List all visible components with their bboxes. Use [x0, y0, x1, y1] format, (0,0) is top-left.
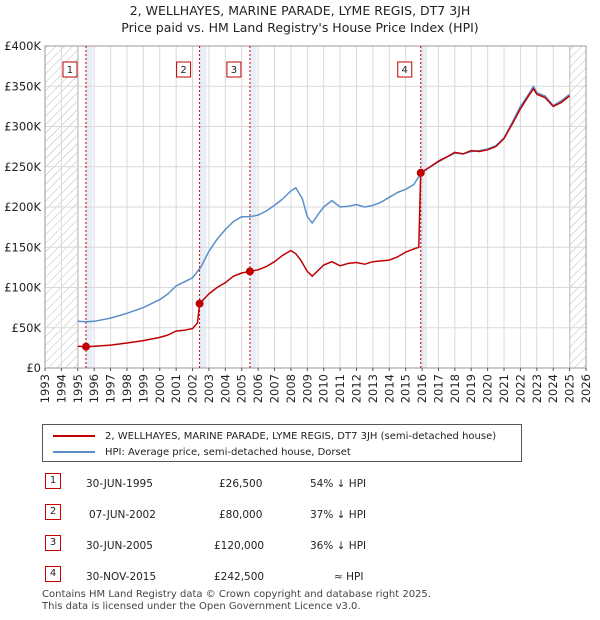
x-tick-label: 1996	[87, 374, 101, 403]
legend-item-property: 2, WELLHAYES, MARINE PARADE, LYME REGIS,…	[53, 428, 496, 444]
sales-table: 1 30-JUN-1995 £26,500 54% ↓ HPI 2 07-JUN…	[44, 470, 464, 594]
property-series-line	[77, 87, 571, 348]
sale-price: £120,000	[214, 540, 265, 552]
sale-label-box	[226, 61, 242, 78]
sale-row: 2 07-JUN-2002 £80,000 37% ↓ HPI	[44, 501, 464, 532]
sale-row: 4 30-NOV-2015 £242,500 ≈ HPI	[44, 563, 464, 594]
x-tick-label: 2015	[399, 374, 413, 403]
x-tick-label: 2018	[448, 374, 462, 403]
x-tick-label: 2010	[317, 374, 331, 403]
sale-label-number: 2	[180, 65, 186, 76]
sale-label-number: 3	[231, 65, 237, 76]
x-tick-label: 2016	[415, 374, 429, 403]
price-chart: £0 £50K £100K £150K £200K £250K £300K £350K £400…	[4, 39, 593, 403]
legend-swatch-red	[53, 435, 95, 437]
sale-number: 2	[45, 504, 61, 520]
x-tick-label: 2009	[300, 374, 314, 403]
x-tick-label: 1995	[71, 374, 85, 403]
sale-point	[416, 168, 425, 177]
y-tick-label: £150K	[4, 240, 41, 254]
sale-price: £80,000	[219, 509, 263, 521]
sale-price: £242,500	[214, 571, 265, 583]
sale-point	[81, 342, 90, 351]
x-tick-label: 2014	[382, 374, 396, 403]
y-tick-label: £200K	[4, 200, 41, 214]
x-tick-label: 2021	[497, 374, 511, 403]
y-tick-label: £250K	[4, 160, 41, 174]
sale-point	[245, 267, 254, 276]
sale-hpi: 36% ↓ HPI	[310, 540, 367, 552]
x-tick-label: 1998	[120, 374, 134, 403]
x-tick-label: 1993	[38, 374, 52, 403]
x-tick-label: 2005	[235, 374, 249, 403]
sale-hpi: 54% ↓ HPI	[310, 478, 367, 490]
legend-label-property: 2, WELLHAYES, MARINE PARADE, LYME REGIS,…	[105, 430, 497, 442]
plot-frame	[44, 45, 587, 369]
sale-date: 07-JUN-2002	[89, 509, 156, 521]
sale-row: 1 30-JUN-1995 £26,500 54% ↓ HPI	[44, 470, 464, 501]
legend-label-hpi: HPI: Average price, semi-detached house,…	[105, 446, 351, 458]
y-tick-label: £50K	[12, 321, 42, 335]
footer: Contains HM Land Registry data © Crown c…	[42, 589, 582, 613]
title-line-1: 2, WELLHAYES, MARINE PARADE, LYME REGIS,…	[129, 3, 471, 18]
x-tick-label: 2026	[579, 374, 593, 403]
x-tick-label: 1999	[136, 374, 150, 403]
sale-label-box	[397, 61, 413, 78]
sale-hpi: ≈ HPI	[334, 571, 364, 583]
title-line-2: Price paid vs. HM Land Registry's House …	[121, 20, 479, 35]
footer-copyright: Contains HM Land Registry data © Crown c…	[42, 589, 431, 600]
legend-swatch-blue	[53, 451, 95, 453]
legend: 2, WELLHAYES, MARINE PARADE, LYME REGIS,…	[42, 424, 522, 462]
x-tick-label: 2008	[284, 374, 298, 403]
sale-point	[195, 299, 204, 308]
x-tick-label: 2013	[366, 374, 380, 403]
x-tick-label: 2003	[202, 374, 216, 403]
y-tick-label: £300K	[4, 120, 41, 134]
x-tick-label: 2012	[349, 374, 363, 403]
sale-number: 1	[45, 473, 61, 489]
y-tick-label: £400K	[4, 39, 41, 53]
sale-row: 3 30-JUN-2005 £120,000 36% ↓ HPI	[44, 532, 464, 563]
sale-label-box	[176, 61, 192, 78]
sale-label-box	[62, 61, 78, 78]
x-tick-label: 2025	[563, 374, 577, 403]
x-tick-label: 2017	[431, 374, 445, 403]
sale-label-number: 4	[402, 65, 408, 76]
y-tick-label: £350K	[4, 79, 41, 93]
sale-date: 30-JUN-1995	[86, 478, 153, 490]
y-tick-label: £100K	[4, 281, 41, 295]
x-tick-label: 2011	[333, 374, 347, 403]
sale-date: 30-NOV-2015	[86, 571, 157, 583]
x-tick-label: 2024	[546, 374, 560, 403]
x-tick-label: 2022	[513, 374, 527, 403]
x-tick-label: 2001	[169, 374, 183, 403]
legend-item-hpi: HPI: Average price, semi-detached house,…	[53, 444, 351, 460]
sale-hpi: 37% ↓ HPI	[310, 509, 367, 521]
x-tick-label: 2006	[251, 374, 265, 403]
y-tick-label: £0	[26, 361, 41, 375]
x-tick-label: 2000	[153, 374, 167, 403]
sale-label-number: 1	[67, 65, 73, 76]
x-tick-label: 2023	[530, 374, 544, 403]
x-tick-label: 1997	[104, 374, 118, 403]
x-tick-label: 1994	[54, 374, 68, 403]
footer-licence: This data is licensed under the Open Gov…	[42, 601, 361, 612]
x-tick-label: 2004	[218, 374, 232, 403]
x-tick-label: 2020	[481, 374, 495, 403]
sale-number: 4	[45, 566, 61, 582]
chart-title: 2, WELLHAYES, MARINE PARADE, LYME REGIS,…	[0, 2, 600, 36]
sale-date: 30-JUN-2005	[86, 540, 153, 552]
x-tick-label: 2019	[464, 374, 478, 403]
x-tick-label: 2002	[186, 374, 200, 403]
sale-price: £26,500	[219, 478, 263, 490]
x-tick-label: 2007	[268, 374, 282, 403]
sale-number: 3	[45, 535, 61, 551]
